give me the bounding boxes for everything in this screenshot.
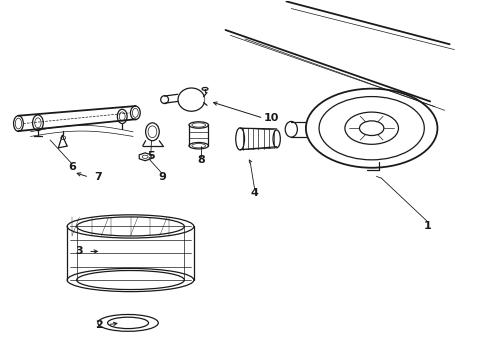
Text: 1: 1 (424, 221, 432, 231)
Text: 2: 2 (95, 320, 103, 330)
Text: 9: 9 (158, 172, 166, 182)
Text: 3: 3 (75, 247, 83, 256)
Text: 4: 4 (251, 188, 259, 198)
Text: 7: 7 (94, 172, 102, 182)
Text: 6: 6 (68, 162, 76, 172)
Text: 5: 5 (147, 151, 155, 161)
Text: 8: 8 (197, 156, 205, 165)
Text: 10: 10 (264, 113, 279, 123)
